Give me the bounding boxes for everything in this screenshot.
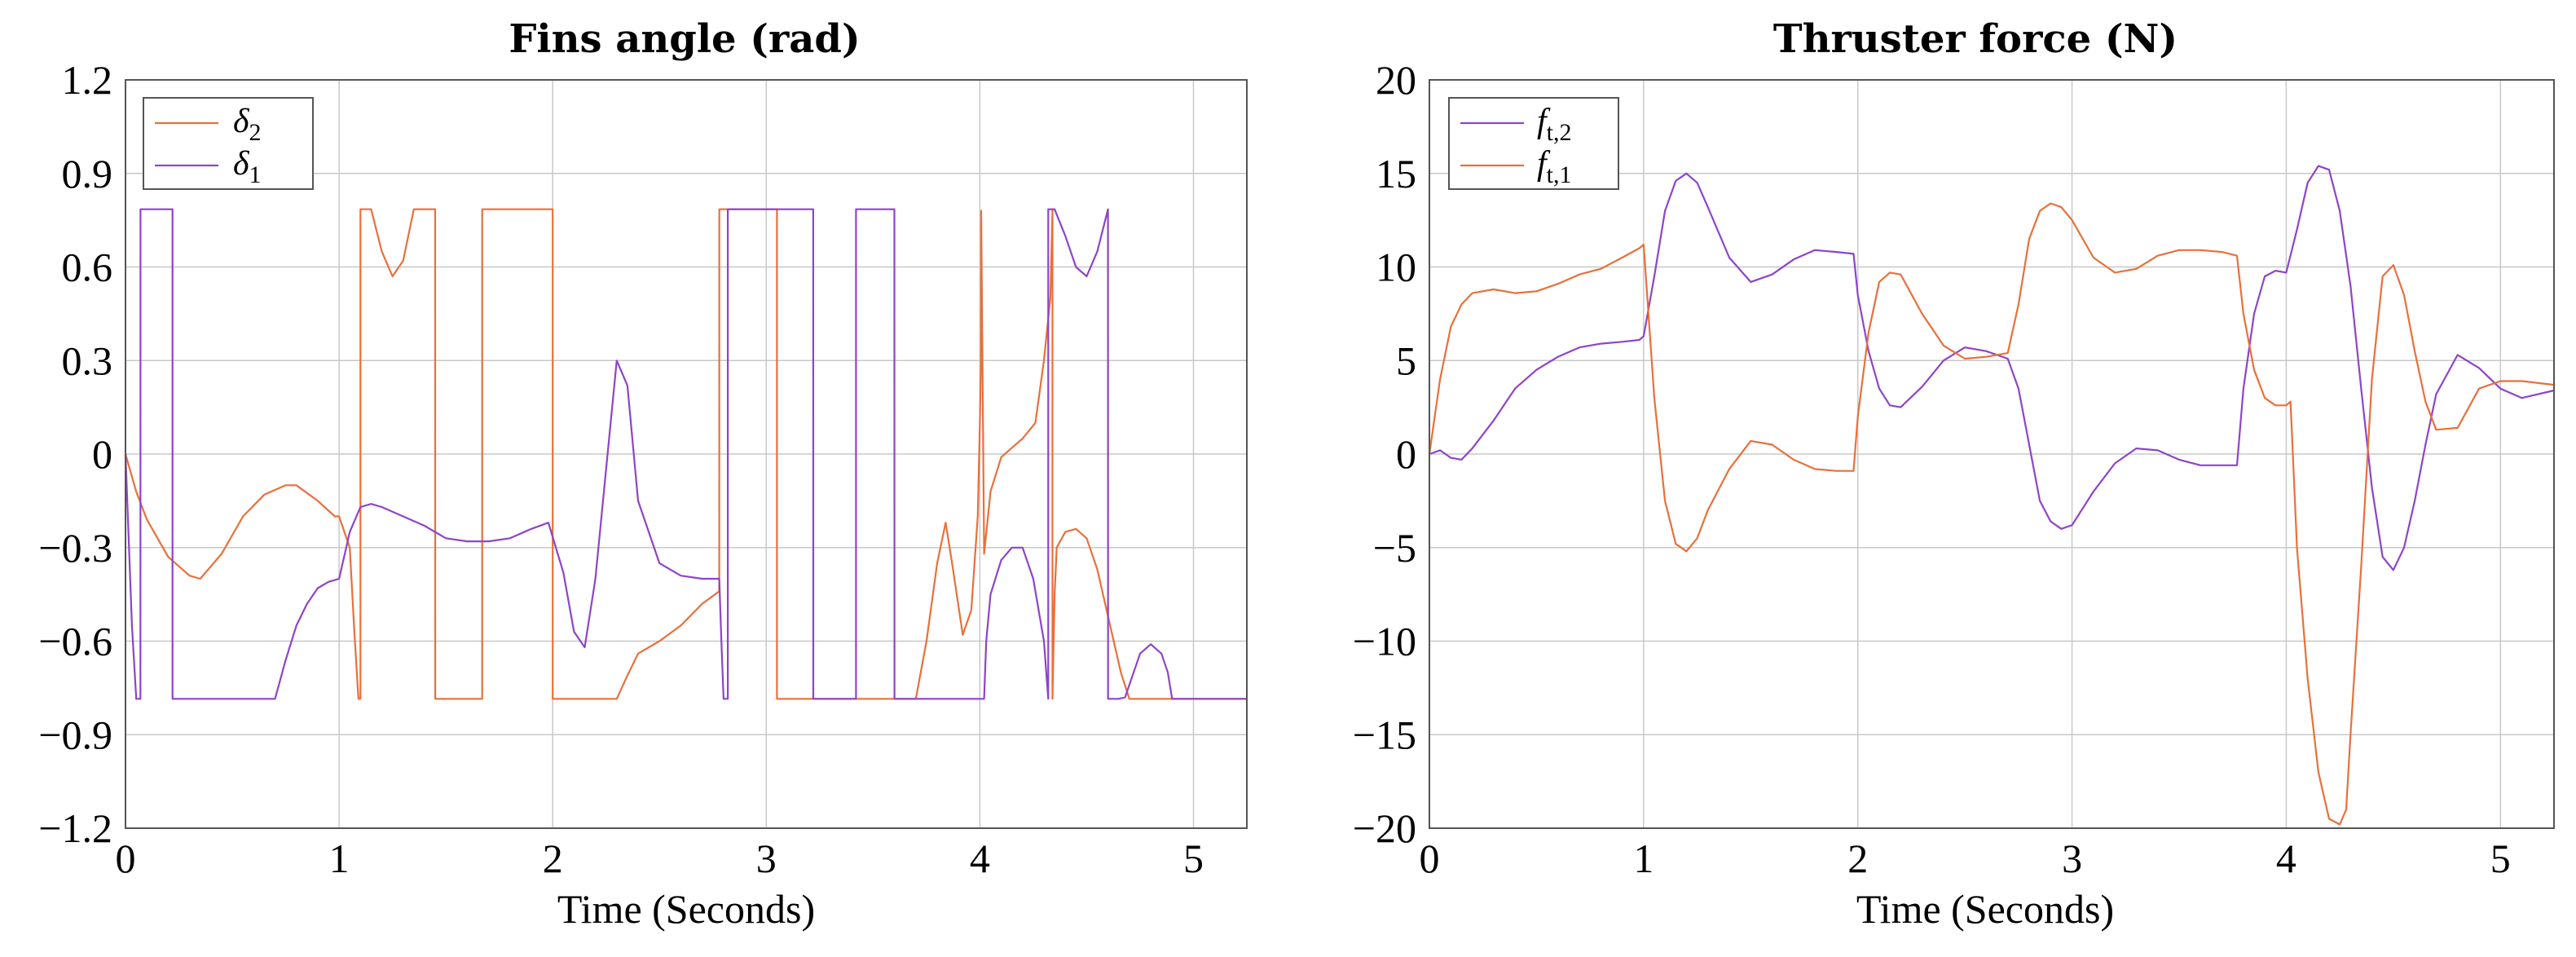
x-tick-label: 4 xyxy=(970,836,990,881)
series-line-2 xyxy=(124,208,1247,700)
x-tick-label: 4 xyxy=(2276,836,2296,881)
series-group xyxy=(1428,165,2555,826)
y-tick-label: −0.3 xyxy=(38,525,112,571)
chart-title: Fins angle (rad) xyxy=(509,16,860,62)
plot-frame xyxy=(125,79,1248,829)
x-tick-label: 3 xyxy=(756,836,777,881)
legend: δ2 δ1 xyxy=(143,97,314,190)
x-tick-label: 2 xyxy=(1847,836,1868,881)
x-tick-label: 5 xyxy=(1183,836,1204,881)
y-tick-label: −10 xyxy=(1353,619,1416,664)
y-tick-label: −5 xyxy=(1373,525,1416,571)
chart-title: Thruster force (N) xyxy=(1773,16,2177,62)
y-tick-label: 0 xyxy=(1396,431,1416,477)
series-line-2 xyxy=(1428,202,2555,826)
x-tick-label: 0 xyxy=(1420,836,1440,881)
y-tick-label: 0.6 xyxy=(62,245,113,290)
x-tick-label: 5 xyxy=(2490,836,2511,881)
y-tick-label: 1.2 xyxy=(62,57,113,103)
y-tick-label: 0 xyxy=(92,431,112,477)
grid xyxy=(125,80,1247,828)
legend: ft,2 ft,1 xyxy=(1448,97,1619,190)
legend-box xyxy=(1448,97,1619,190)
series-line-1 xyxy=(1429,165,2555,571)
x-tick-label: 1 xyxy=(1633,836,1653,881)
x-tick-labels: 0 1 2 3 4 5 xyxy=(1420,836,2511,881)
legend-label-delta-1: δ1 xyxy=(233,145,262,188)
plot-frame xyxy=(1429,79,2555,829)
y-tick-label: −15 xyxy=(1353,712,1416,757)
x-tick-label: 2 xyxy=(543,836,563,881)
y-tick-label: −20 xyxy=(1353,805,1416,851)
x-tick-label: 0 xyxy=(116,836,136,881)
x-axis-label: Time (Seconds) xyxy=(557,886,815,932)
y-tick-label: 15 xyxy=(1376,151,1416,196)
y-tick-label: 20 xyxy=(1376,57,1416,103)
y-tick-label: 5 xyxy=(1396,337,1416,383)
legend-label-delta-2: δ2 xyxy=(233,103,262,146)
series-group xyxy=(124,208,1247,700)
y-tick-label: −0.6 xyxy=(38,619,112,664)
y-tick-label: −1.2 xyxy=(38,805,112,851)
legend-box xyxy=(143,97,314,190)
x-tick-labels: 0 1 2 3 4 5 xyxy=(116,836,1204,881)
fins-angle-chart: Fins angle (rad) 1.2 0.9 0.6 0.3 0 −0.3 −0.6 −0… xyxy=(38,16,1248,932)
y-tick-label: 0.3 xyxy=(62,337,113,383)
y-tick-label: −0.9 xyxy=(38,712,112,757)
x-tick-label: 3 xyxy=(2062,836,2082,881)
y-tick-labels: 20 15 10 5 0 −5 −10 −15 −20 xyxy=(1353,57,1416,851)
y-tick-labels: 1.2 0.9 0.6 0.3 0 −0.3 −0.6 −0.9 −1.2 xyxy=(38,57,112,851)
x-axis-label: Time (Seconds) xyxy=(1856,886,2114,932)
y-tick-label: 10 xyxy=(1376,245,1416,290)
grid xyxy=(1429,80,2554,828)
y-tick-label: 0.9 xyxy=(62,151,113,196)
x-tick-label: 1 xyxy=(329,836,350,881)
